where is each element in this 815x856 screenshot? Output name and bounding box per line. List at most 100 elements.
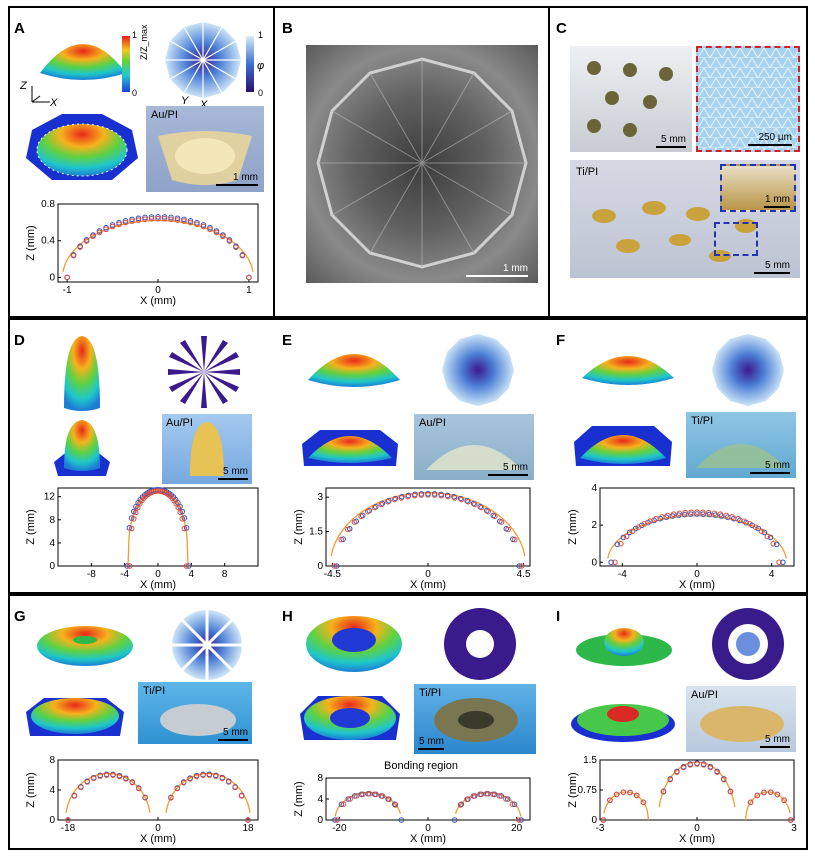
divider-ab	[273, 6, 275, 318]
data-point-exp-red	[183, 563, 190, 569]
panel-letter-a: A	[14, 20, 25, 37]
data-point-exp-red	[505, 526, 511, 533]
panel-c-highlight-box	[714, 222, 758, 256]
data-point-exp-red	[503, 796, 509, 802]
data-point-exp-red	[425, 492, 431, 498]
data-point-exp-red	[418, 492, 425, 498]
y-axis-label: Z (mm)	[25, 225, 37, 260]
data-point-exp-red	[123, 776, 129, 782]
row2-frame	[8, 318, 808, 594]
data-point-exp-red	[179, 515, 186, 522]
data-point-exp-red	[741, 518, 747, 524]
x-tick-label: -1	[63, 285, 72, 296]
data-point-exp-red	[351, 519, 358, 525]
data-point-exp-red	[232, 784, 238, 791]
data-point-exp-red	[613, 791, 620, 798]
y-tick-label: 4	[49, 538, 55, 549]
data-point-exp-red	[660, 788, 667, 795]
cb-phi-bottom: 0	[258, 88, 264, 98]
x-tick-label: -4.5	[324, 569, 342, 580]
data-point-exp-blue	[116, 219, 122, 226]
data-point-exp-red	[129, 218, 135, 224]
panel-a-mesh-render	[26, 114, 138, 180]
y-tick-label: 3	[317, 492, 323, 503]
data-point-exp-red	[687, 762, 694, 768]
data-point-exp-red	[96, 229, 103, 236]
data-point-exp-red	[334, 817, 340, 823]
data-point-exp-red	[122, 219, 129, 226]
data-point-exp-red	[711, 510, 718, 517]
y-axis-label: Z (mm)	[293, 781, 305, 816]
data-point-exp-red	[627, 789, 633, 796]
data-point-exp-blue	[174, 215, 181, 222]
data-point-exp-blue	[518, 817, 524, 823]
data-point-exp-red	[132, 509, 139, 516]
y-tick-label: 8	[49, 515, 55, 526]
data-point-exp-blue	[168, 214, 174, 221]
data-point-exp-red	[353, 793, 360, 799]
y-tick-label: 4	[49, 785, 55, 796]
x-tick-label: 4	[189, 569, 195, 580]
y-tick-label: 1.5	[583, 755, 597, 766]
x-tick-label: 0	[155, 823, 161, 834]
panel-i-scale-text: 5 mm	[765, 734, 790, 745]
panel-c-material: Ti/PI	[576, 166, 599, 178]
x-tick-label: 0	[155, 285, 161, 296]
data-point-exp-red	[174, 217, 181, 223]
panel-c-scale4-text: 5 mm	[765, 260, 790, 271]
data-point-exp-red	[776, 559, 782, 566]
data-point-exp-blue	[451, 817, 458, 823]
x-tick-label: 18	[242, 823, 254, 834]
plot-frame	[325, 777, 531, 821]
panel-i-scalebar: 5 mm	[760, 734, 790, 748]
cb-z-top: 1	[132, 30, 138, 40]
data-point-exp-blue	[379, 500, 386, 507]
data-point-exp-blue	[135, 215, 142, 222]
data-point-exp-blue	[780, 559, 786, 566]
panel-c-scalebar-1: 5 mm	[656, 134, 686, 148]
panel-h-annotation: Bonding region	[384, 760, 459, 772]
data-point-exp-red	[483, 790, 490, 797]
data-point-exp-red	[735, 516, 741, 522]
data-point-exp-blue	[767, 534, 774, 541]
panel-c-scale1-text: 5 mm	[661, 134, 686, 145]
data-point-exp-red	[246, 274, 252, 281]
x-axis-label: X (mm)	[679, 579, 715, 591]
data-point-exp-blue	[345, 796, 351, 802]
data-point-exp-red	[225, 779, 232, 785]
panel-e-scale-text: 5 mm	[503, 462, 528, 473]
data-point-exp-red	[142, 216, 148, 223]
data-point-exp-red	[720, 776, 727, 783]
x-tick-label: -8	[87, 569, 96, 580]
data-point-exp-red	[200, 223, 207, 230]
data-point-exp-red	[659, 514, 665, 520]
data-point-exp-red	[338, 536, 344, 543]
data-point-exp-blue	[186, 563, 192, 569]
data-point-exp-blue	[124, 563, 130, 569]
panel-d-mesh-render	[54, 420, 110, 476]
data-point-exp-red	[71, 793, 78, 799]
data-point-exp-red	[478, 504, 485, 511]
data-point-exp-red	[109, 223, 116, 230]
data-point-exp-red	[90, 233, 96, 240]
row3-frame	[8, 594, 808, 850]
data-point-exp-red	[694, 509, 700, 515]
data-point-exp-red	[635, 524, 642, 530]
panel-i-hat-render	[576, 628, 672, 666]
chart-d: -8 -4 0 4 8 0 4 8 12 X (mm) Z (mm)	[25, 486, 259, 591]
panel-b-sem-image: 1 mm	[306, 45, 538, 283]
axes-triad-xz	[31, 86, 50, 103]
panel-g-photo: Ti/PI 5 mm	[138, 682, 252, 744]
y-tick-label: 0	[317, 815, 323, 826]
data-point-exp-blue	[122, 218, 129, 224]
data-point-exp-red	[509, 801, 516, 807]
panel-g-scalebar: 5 mm	[218, 727, 248, 741]
panel-h-mesh-render	[300, 696, 400, 740]
x-tick-label: 20	[511, 823, 523, 834]
panel-a-material: Au/PI	[151, 109, 178, 121]
data-point-exp-red	[674, 769, 680, 775]
cb-phi-label: φ	[257, 60, 265, 72]
panel-g-scale-text: 5 mm	[223, 727, 248, 738]
plot-frame	[599, 487, 795, 567]
y-tick-label: 2	[591, 520, 597, 531]
